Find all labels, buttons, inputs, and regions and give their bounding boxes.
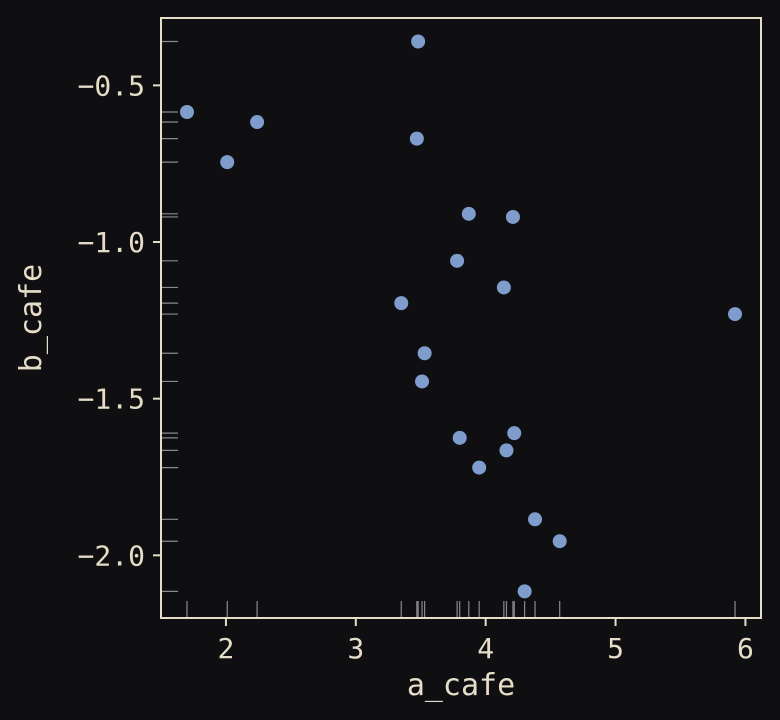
scatter-point <box>411 34 426 49</box>
y-axis-label: b_cafe <box>14 264 49 372</box>
scatter-point <box>728 307 743 322</box>
x-axis-ticks: 2 3 4 5 6 <box>218 618 754 665</box>
scatter-point <box>220 155 235 170</box>
scatter-point <box>179 104 194 119</box>
scatter-point <box>507 426 522 441</box>
y-tick-label: −0.5 <box>78 69 145 102</box>
scatter-point <box>528 512 543 527</box>
scatter-point <box>472 460 487 475</box>
scatter-point <box>415 374 430 389</box>
scatter-point <box>417 346 432 361</box>
scatter-point <box>452 430 467 445</box>
points-layer <box>179 34 743 599</box>
y-tick-label: −1.0 <box>78 226 145 259</box>
scatter-point <box>505 209 520 224</box>
scatter-point <box>461 206 476 221</box>
rug-layer <box>161 40 736 618</box>
scatter-point <box>552 534 567 549</box>
x-tick-label: 5 <box>607 632 624 665</box>
y-axis-ticks: −0.5 −1.0 −1.5 −2.0 <box>78 69 161 572</box>
y-tick-label: −1.5 <box>78 383 145 416</box>
y-tick-label: −2.0 <box>78 539 145 572</box>
x-tick-label: 2 <box>218 632 235 665</box>
scatter-point <box>450 253 465 268</box>
scatter-point <box>394 296 409 311</box>
x-tick-label: 3 <box>347 632 364 665</box>
plot-frame <box>160 17 762 619</box>
scatter-point <box>250 115 265 130</box>
scatter-point <box>517 584 532 599</box>
x-tick-label: 6 <box>737 632 754 665</box>
scatter-point <box>496 280 511 295</box>
x-axis-label: a_cafe <box>407 668 515 703</box>
scatter-point <box>409 131 424 146</box>
x-tick-label: 4 <box>477 632 494 665</box>
scatter-point <box>499 443 514 458</box>
